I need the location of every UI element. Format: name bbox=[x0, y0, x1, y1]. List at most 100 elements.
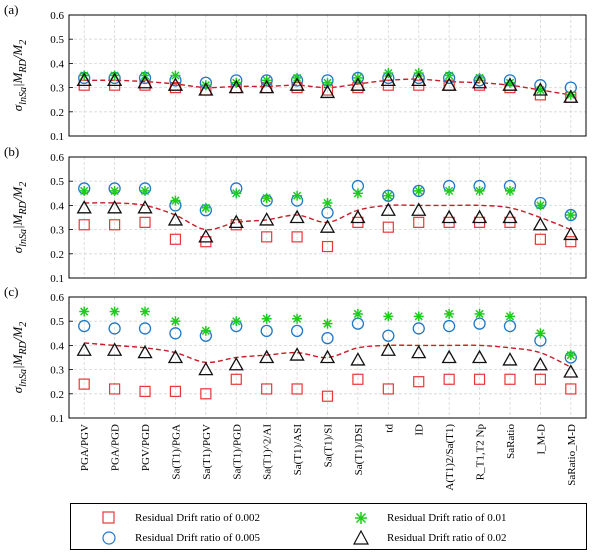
star-point bbox=[413, 311, 424, 322]
triangle-point bbox=[350, 209, 366, 224]
y-tick-label: 0.5 bbox=[50, 34, 64, 46]
star-point bbox=[200, 325, 211, 336]
square-point bbox=[169, 385, 182, 397]
triangle-point bbox=[107, 342, 123, 356]
circle-point bbox=[260, 324, 273, 338]
triangle-point bbox=[319, 84, 336, 99]
triangle-point bbox=[380, 342, 396, 356]
legend-label-rd002: Residual Drift ratio of 0.002 bbox=[135, 512, 260, 524]
x-tick-label: A(T1)2/Sa(T1) bbox=[444, 424, 456, 491]
square-point bbox=[139, 216, 151, 228]
square-point bbox=[504, 373, 516, 385]
square-point bbox=[352, 373, 364, 385]
triangle-point bbox=[563, 226, 579, 241]
y-tick-label: 0.1 bbox=[50, 131, 64, 143]
star-point bbox=[261, 193, 272, 204]
triangle-point bbox=[319, 349, 336, 364]
triangle-point bbox=[471, 349, 488, 364]
square-point bbox=[109, 383, 121, 395]
x-tick-label: td bbox=[383, 424, 395, 433]
triangle-point bbox=[532, 82, 548, 96]
legend-label-rd005: Residual Drift ratio of 0.005 bbox=[135, 532, 260, 544]
trend-line bbox=[84, 202, 572, 231]
triangle-point bbox=[198, 82, 214, 96]
triangle-point bbox=[289, 347, 305, 361]
square-point bbox=[169, 233, 182, 245]
y-tick-label: 0.2 bbox=[50, 107, 64, 119]
star-point bbox=[444, 185, 455, 196]
triangle-point bbox=[502, 77, 518, 91]
star-marker-icon bbox=[355, 512, 367, 524]
triangle-point bbox=[471, 209, 488, 224]
legend-item-rd005: Residual Drift ratio of 0.005 bbox=[89, 528, 260, 548]
x-tick-label: Sa(T1)/PGA bbox=[170, 424, 182, 480]
square-point bbox=[109, 219, 121, 231]
circle-point bbox=[290, 324, 304, 338]
star-point bbox=[322, 318, 333, 329]
y-tick-label: 0.5 bbox=[50, 316, 64, 328]
triangle-point bbox=[76, 199, 92, 214]
star-point bbox=[79, 185, 90, 196]
triangle-point bbox=[198, 361, 214, 376]
star-point bbox=[231, 316, 242, 327]
circle-point bbox=[260, 74, 273, 87]
y-tick-label: 0.3 bbox=[50, 365, 64, 377]
square-point bbox=[473, 373, 486, 385]
panel-1: 0.1 0.2 0.3 0.4 0.5 0.6 (b) bbox=[4, 144, 587, 285]
y-tick-label: 0.1 bbox=[50, 273, 64, 285]
star-point bbox=[535, 328, 546, 339]
circle-point bbox=[564, 208, 577, 222]
star-point bbox=[565, 89, 576, 100]
circle-point bbox=[351, 71, 365, 85]
star-point bbox=[109, 185, 120, 196]
star-point bbox=[170, 316, 181, 327]
star-point bbox=[383, 311, 394, 322]
y-tick-label: 0.6 bbox=[50, 292, 64, 304]
star-point bbox=[565, 350, 576, 361]
square-point bbox=[291, 231, 303, 243]
triangle-point bbox=[76, 72, 92, 86]
x-tick-label: SaRatio bbox=[505, 424, 517, 459]
star-point bbox=[200, 202, 211, 213]
star-point bbox=[261, 313, 272, 324]
triangle-point bbox=[350, 77, 366, 91]
star-point bbox=[109, 306, 120, 317]
x-tick-label: I_M-D bbox=[535, 424, 547, 455]
star-point bbox=[535, 200, 546, 211]
triangle-point bbox=[167, 77, 184, 91]
triangle-point bbox=[441, 209, 457, 224]
square-point bbox=[534, 233, 546, 245]
star-point bbox=[140, 306, 151, 317]
triangle-point bbox=[411, 72, 427, 86]
circle-point bbox=[169, 327, 182, 340]
triangle-point bbox=[137, 344, 153, 359]
square-marker-icon bbox=[102, 511, 115, 524]
triangle-marker-icon bbox=[352, 529, 370, 545]
triangle-point bbox=[107, 199, 123, 214]
panel-frame bbox=[68, 14, 587, 137]
circle-point bbox=[442, 319, 456, 333]
triangle-point bbox=[289, 209, 305, 224]
star-point bbox=[170, 195, 181, 206]
legend-item-rd002: Residual Drift ratio of 0.002 bbox=[89, 508, 260, 528]
panel-label: (b) bbox=[4, 144, 19, 159]
x-tick-label: R_T1,T2 Np bbox=[475, 424, 487, 481]
panel-2: 0.1 0.2 0.3 0.4 0.5 0.6 (c) bbox=[4, 284, 587, 425]
trend-line bbox=[84, 342, 572, 368]
x-tick-label: SaRatio_M-D bbox=[566, 424, 578, 486]
square-point bbox=[321, 390, 334, 402]
y-axis-labels: σlnSa|MRD/M2 σlnSa|MRD/M2 σlnSa|MRD/M2 bbox=[10, 40, 29, 393]
square-point bbox=[413, 376, 425, 388]
y-tick-label: 0.2 bbox=[50, 249, 64, 261]
square-point bbox=[534, 373, 546, 385]
panel-frame bbox=[68, 296, 587, 419]
triangle-point bbox=[471, 74, 488, 89]
star-point bbox=[504, 311, 515, 322]
circle-point bbox=[138, 322, 152, 335]
y-tick-label: 0.3 bbox=[50, 83, 64, 95]
star-point bbox=[504, 185, 515, 196]
star-point bbox=[565, 210, 576, 221]
square-point bbox=[443, 373, 455, 385]
y-tick-label: 0.4 bbox=[50, 340, 64, 352]
